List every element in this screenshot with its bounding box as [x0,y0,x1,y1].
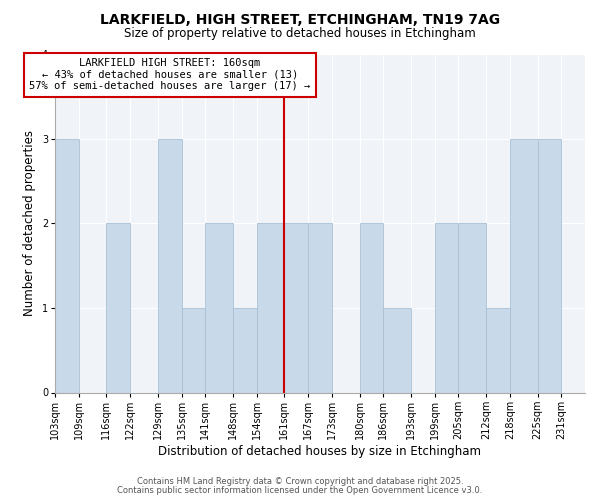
Bar [257,223,284,392]
X-axis label: Distribution of detached houses by size in Etchingham: Distribution of detached houses by size … [158,444,481,458]
Text: LARKFIELD, HIGH STREET, ETCHINGHAM, TN19 7AG: LARKFIELD, HIGH STREET, ETCHINGHAM, TN19… [100,12,500,26]
Bar [284,223,308,392]
Bar [486,308,510,392]
Bar [359,223,383,392]
Text: LARKFIELD HIGH STREET: 160sqm
← 43% of detached houses are smaller (13)
57% of s: LARKFIELD HIGH STREET: 160sqm ← 43% of d… [29,58,310,92]
Bar [510,138,538,392]
Y-axis label: Number of detached properties: Number of detached properties [23,130,36,316]
Bar [434,223,458,392]
Bar [182,308,205,392]
Bar [308,223,332,392]
Bar [55,138,79,392]
Bar [538,138,561,392]
Bar [205,223,233,392]
Bar [158,138,182,392]
Bar [383,308,411,392]
Text: Contains public sector information licensed under the Open Government Licence v3: Contains public sector information licen… [118,486,482,495]
Bar [106,223,130,392]
Text: Contains HM Land Registry data © Crown copyright and database right 2025.: Contains HM Land Registry data © Crown c… [137,477,463,486]
Text: Size of property relative to detached houses in Etchingham: Size of property relative to detached ho… [124,28,476,40]
Bar [458,223,486,392]
Bar [233,308,257,392]
